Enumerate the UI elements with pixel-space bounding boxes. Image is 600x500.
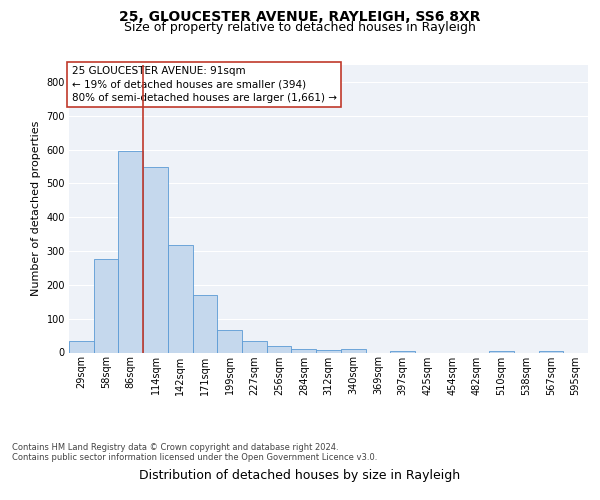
Text: 25 GLOUCESTER AVENUE: 91sqm
← 19% of detached houses are smaller (394)
80% of se: 25 GLOUCESTER AVENUE: 91sqm ← 19% of det… [71, 66, 337, 103]
Bar [168, 244, 193, 352]
Bar [193, 296, 217, 352]
Bar [118, 151, 143, 352]
Y-axis label: Number of detached properties: Number of detached properties [31, 121, 41, 296]
Text: Contains HM Land Registry data © Crown copyright and database right 2024.
Contai: Contains HM Land Registry data © Crown c… [12, 443, 377, 462]
Bar [292, 349, 316, 352]
Bar [143, 167, 168, 352]
Bar [217, 330, 242, 352]
Bar [341, 349, 365, 352]
Bar [267, 346, 292, 352]
Text: 25, GLOUCESTER AVENUE, RAYLEIGH, SS6 8XR: 25, GLOUCESTER AVENUE, RAYLEIGH, SS6 8XR [119, 10, 481, 24]
Bar [94, 259, 118, 352]
Text: Size of property relative to detached houses in Rayleigh: Size of property relative to detached ho… [124, 21, 476, 34]
Bar [390, 351, 415, 352]
Bar [69, 342, 94, 352]
Bar [489, 351, 514, 352]
Bar [242, 342, 267, 352]
Bar [539, 351, 563, 352]
Text: Distribution of detached houses by size in Rayleigh: Distribution of detached houses by size … [139, 470, 461, 482]
Bar [316, 350, 341, 352]
